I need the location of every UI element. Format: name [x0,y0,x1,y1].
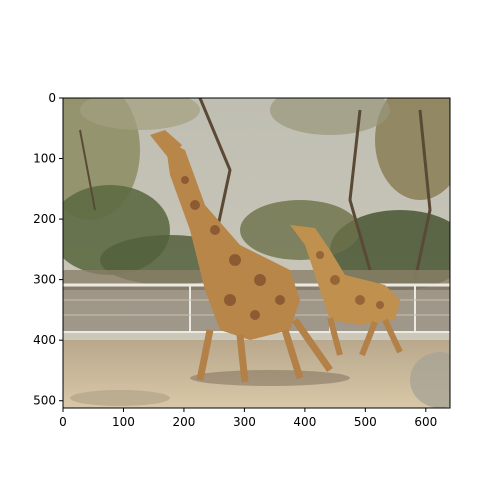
y-axis-ticks: 0 100 200 300 400 500 [33,91,63,408]
x-axis-ticks: 0 100 200 300 400 500 600 [59,408,437,429]
photo [63,98,450,408]
y-tick-label: 200 [33,212,56,226]
giraffe-small [290,225,403,357]
y-tick-label: 400 [33,333,56,347]
giraffe-large [150,130,333,383]
y-tick-label: 300 [33,273,56,287]
x-tick-label: 600 [414,415,437,429]
x-tick-label: 500 [354,415,377,429]
y-tick-label: 0 [48,91,56,105]
x-tick-label: 200 [172,415,195,429]
y-tick-label: 500 [33,394,56,408]
y-tick-label: 100 [33,152,56,166]
x-tick-label: 0 [59,415,67,429]
x-tick-label: 300 [233,415,256,429]
plot-frame [62,97,451,409]
x-tick-label: 100 [112,415,135,429]
x-tick-label: 400 [293,415,316,429]
